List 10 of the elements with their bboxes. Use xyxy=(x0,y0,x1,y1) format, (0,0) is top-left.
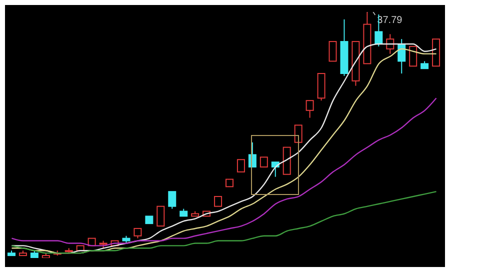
candlestick xyxy=(409,46,418,67)
candlestick xyxy=(306,100,314,118)
candlestick xyxy=(214,196,222,207)
candlestick xyxy=(168,191,176,210)
candlestick xyxy=(328,41,337,62)
candlestick xyxy=(236,159,245,172)
candlestick xyxy=(156,206,165,227)
candlestick xyxy=(386,34,394,54)
candlestick xyxy=(260,156,268,168)
candlestick xyxy=(134,228,142,239)
